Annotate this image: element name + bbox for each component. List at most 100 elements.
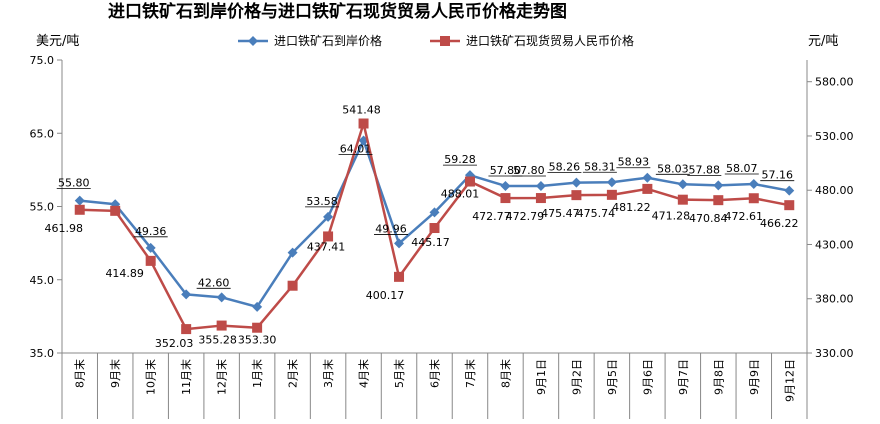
chart-title: 进口铁矿石到岸价格与进口铁矿石现货贸易人民币价格走势图 [108, 1, 567, 22]
x-tick-label: 9月1日 [535, 359, 548, 395]
x-tick-label: 10月末 [144, 359, 158, 395]
data-label: 58.93 [618, 156, 650, 169]
series-1-point [713, 180, 724, 191]
data-label: 57.80 [490, 164, 522, 177]
series-1-point [216, 292, 227, 303]
x-tick-label: 4月末 [357, 359, 371, 388]
right-tick-label: 530.00 [815, 130, 854, 143]
right-tick-label: 580.00 [815, 76, 854, 89]
left-tick-label: 75.0 [30, 54, 55, 67]
series-1-point [181, 289, 192, 300]
right-tick-label: 480.00 [815, 184, 854, 197]
data-label: 466.22 [760, 217, 799, 230]
data-label: 475.74 [577, 207, 616, 220]
series-1-point [500, 180, 511, 191]
data-label: 49.36 [135, 225, 167, 238]
series-layer [74, 118, 795, 335]
x-tick-label: 7月末 [463, 359, 477, 388]
series-2-point [145, 255, 156, 266]
data-label: 57.80 [513, 164, 545, 177]
data-label: 58.07 [726, 162, 758, 175]
data-label: 59.28 [444, 153, 476, 166]
x-tick-label: 9月8日 [712, 359, 725, 395]
series-1-point [394, 238, 405, 249]
right-tick-label: 430.00 [815, 238, 854, 251]
data-label: 414.89 [105, 267, 144, 280]
series-2-point [323, 231, 334, 242]
series-2-point [110, 205, 121, 216]
x-tick-label: 8月末 [498, 359, 512, 388]
data-label: 57.88 [689, 163, 721, 176]
data-label: 400.17 [366, 289, 405, 302]
left-tick-label: 35.0 [30, 347, 55, 360]
x-tick-label: 9月5日 [606, 359, 619, 395]
series-2-point [748, 193, 759, 204]
data-label: 541.48 [342, 104, 381, 117]
data-label: 355.28 [198, 334, 237, 347]
axes: 35.0 45.0 55.0 65.0 75.0 330.00 380.00 430.00 48… [30, 54, 854, 419]
series-2-point [713, 195, 724, 206]
legend-marker-1 [248, 36, 258, 46]
legend-label-2: 进口铁矿石现货贸易人民币价格 [466, 33, 634, 48]
data-label: 49.96 [375, 222, 407, 235]
data-label: 445.17 [411, 236, 450, 249]
left-axis-unit: 美元/吨 [36, 34, 79, 49]
data-label: 55.80 [58, 177, 90, 190]
right-tick-label: 330.00 [815, 347, 854, 360]
data-label: 488.01 [441, 188, 480, 201]
data-label: 58.03 [657, 162, 689, 175]
x-tick-label: 9月12日 [783, 359, 796, 402]
data-labels: 55.80 49.36 42.60 53.58 64.01 49.96 59.28 57.80… [44, 104, 798, 351]
data-label: 475.47 [541, 207, 580, 220]
x-tick-label: 9月9日 [748, 359, 761, 395]
left-tick-label: 55.0 [30, 201, 55, 214]
data-label: 58.31 [584, 160, 616, 173]
series-1-point [535, 180, 546, 191]
data-label: 472.77 [472, 210, 511, 223]
series-2-point [571, 190, 582, 201]
series-2-point [216, 320, 227, 331]
series-2-point [181, 324, 192, 335]
data-label: 57.16 [762, 169, 794, 182]
data-label: 58.26 [549, 161, 581, 174]
series-1-point [323, 211, 334, 222]
data-label: 481.22 [612, 201, 651, 214]
series-2-point [677, 194, 688, 205]
data-label: 472.79 [506, 210, 545, 223]
series-2-point [252, 322, 263, 333]
left-tick-label: 65.0 [30, 127, 55, 140]
x-tick-label: 5月末 [392, 359, 406, 388]
x-tick-label: 9月末 [108, 359, 122, 388]
series-1-point [606, 177, 617, 188]
left-tick-label: 45.0 [30, 274, 55, 287]
data-label: 461.98 [44, 222, 83, 235]
legend: 进口铁矿石到岸价格 进口铁矿石现货贸易人民币价格 [238, 33, 634, 48]
series-2-point [287, 280, 298, 291]
x-tick-label: 8月末 [73, 359, 87, 388]
legend-label-1: 进口铁矿石到岸价格 [274, 33, 382, 48]
data-label: 64.01 [340, 143, 372, 156]
data-label: 352.03 [155, 337, 194, 350]
x-tick-label: 9月7日 [677, 359, 690, 395]
legend-marker-2 [440, 36, 450, 46]
right-tick-label: 380.00 [815, 293, 854, 306]
series-1-point [429, 207, 440, 218]
data-label: 42.60 [198, 276, 230, 289]
data-label: 470.84 [689, 212, 728, 225]
series-1-point [287, 247, 298, 258]
x-tick-label: 1月末 [250, 359, 264, 388]
x-tick-label: 9月2日 [570, 359, 583, 395]
data-label: 437.41 [307, 240, 346, 253]
x-tick-label: 12月末 [215, 359, 229, 395]
series-1-point [677, 179, 688, 190]
series-1-point [571, 177, 582, 188]
x-tick-label: 2月末 [286, 359, 300, 388]
series-2-point [429, 223, 440, 234]
data-label: 471.28 [652, 210, 691, 223]
x-tick-label: 11月末 [179, 359, 193, 395]
series-1-point [784, 185, 795, 196]
x-tick-label: 9月6日 [641, 359, 654, 395]
series-2-point [464, 176, 475, 187]
series-2-point [358, 118, 369, 129]
